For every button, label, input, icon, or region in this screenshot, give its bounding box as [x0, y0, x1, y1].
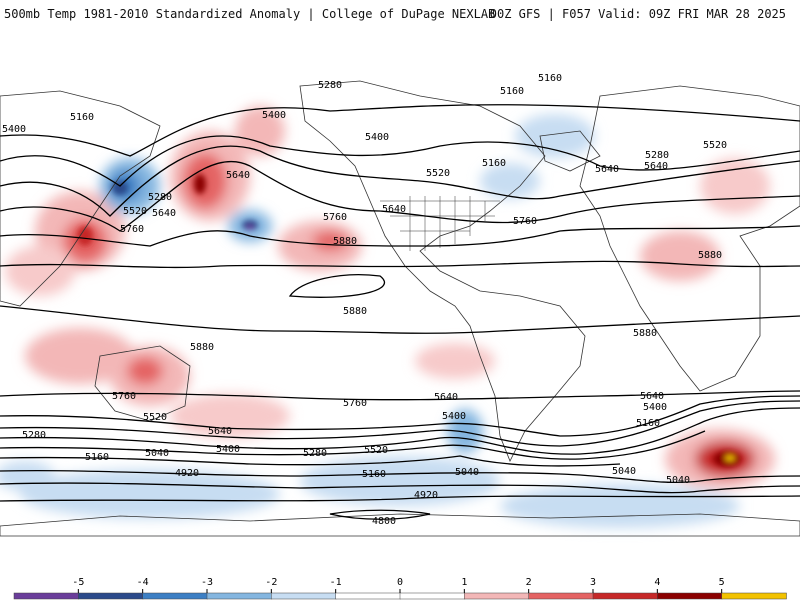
contour-label: 5040	[455, 467, 479, 478]
contour-label: 5280	[303, 448, 327, 459]
legend-swatch	[399, 592, 466, 600]
contour-label: 4920	[175, 468, 199, 479]
contour-label: 5880	[343, 306, 367, 317]
contour-label: 5400	[365, 132, 389, 143]
contour-label: 4800	[372, 516, 396, 527]
legend-swatch	[78, 592, 144, 600]
legend-ticks: -5 -4 -3 -2 -1 0 1 2 3 4 5	[72, 577, 725, 593]
height-contours	[0, 104, 800, 520]
contour-label: 5640	[382, 204, 406, 215]
contour-label: 5520	[364, 445, 388, 456]
legend-tick-label: -4	[137, 577, 149, 588]
legend-tick-label: -1	[330, 577, 342, 588]
legend-tick-label: 5	[719, 577, 725, 588]
legend-swatch	[335, 592, 401, 600]
legend-swatch	[592, 592, 659, 600]
contour-label: 5760	[120, 224, 144, 235]
legend-tick-label: 3	[590, 577, 596, 588]
contour-label: 5040	[145, 448, 169, 459]
contour-label: 5640	[434, 392, 458, 403]
contour-label: 5040	[612, 466, 636, 477]
contour-label: 5640	[226, 170, 250, 181]
contour-label: 5760	[513, 216, 537, 227]
legend-swatch	[657, 592, 723, 600]
contour-label: 5400	[442, 411, 466, 422]
legend-bar	[13, 592, 787, 600]
contour-label: 5520	[143, 412, 167, 423]
map-title: 500mb Temp 1981-2010 Standardized Anomal…	[4, 7, 496, 21]
legend-swatch	[142, 592, 208, 600]
contour-label: 5760	[112, 391, 136, 402]
contour-label: 5280	[22, 430, 46, 441]
contour-label: 5040	[666, 475, 690, 486]
contour-label: 5520	[426, 168, 450, 179]
contour-label: 5400	[216, 444, 240, 455]
model-run-info: 00Z GFS | F057 Valid: 09Z FRI MAR 28 202…	[489, 7, 786, 21]
contour-label: 5640	[640, 391, 664, 402]
anomaly-map: 5400 5160 5280 5160 5160 5400 5400 5280 …	[0, 36, 800, 558]
contour-label: 5160	[636, 418, 660, 429]
contour-label: 5400	[262, 110, 286, 121]
contour-label: 5160	[85, 452, 109, 463]
contour-label: 5880	[698, 250, 722, 261]
contour-label: 5160	[70, 112, 94, 123]
contour-label: 5160	[500, 86, 524, 97]
color-scale-legend: -5 -4 -3 -2 -1 0 1 2 3 4 5	[13, 577, 787, 600]
contour-label: 5280	[645, 150, 669, 161]
contour-label: 5520	[123, 206, 147, 217]
contour-label: 5640	[644, 161, 668, 172]
contour-label: 5880	[190, 342, 214, 353]
legend-swatch	[721, 592, 787, 600]
contour-label: 5520	[703, 140, 727, 151]
legend-tick-label: -2	[265, 577, 277, 588]
contour-label: 5160	[538, 73, 562, 84]
legend-tick-label: -5	[72, 577, 84, 588]
contour-label: 5280	[148, 192, 172, 203]
legend-swatch	[528, 592, 594, 600]
contour-label: 5640	[152, 208, 176, 219]
contour-label: 5760	[343, 398, 367, 409]
legend-tick-label: 1	[461, 577, 467, 588]
contour-label: 5760	[323, 212, 347, 223]
legend-swatch	[13, 592, 80, 600]
contour-label: 5160	[482, 158, 506, 169]
legend-tick-label: 4	[654, 577, 660, 588]
contour-label: 5400	[643, 402, 667, 413]
contour-label: 5400	[2, 124, 26, 135]
legend-swatch	[464, 592, 530, 600]
contour-labels: 5400 5160 5280 5160 5160 5400 5400 5280 …	[2, 73, 727, 527]
anomaly-cores	[77, 174, 741, 467]
legend-swatch	[206, 592, 273, 600]
contour-label: 5640	[208, 426, 232, 437]
legend-tick-label: -3	[201, 577, 213, 588]
legend-swatch	[271, 592, 337, 600]
legend-tick-label: 2	[526, 577, 532, 588]
contour-label: 4920	[414, 490, 438, 501]
contour-label: 5280	[318, 80, 342, 91]
contour-label: 5160	[362, 469, 386, 480]
contour-label: 5880	[633, 328, 657, 339]
contour-label: 5640	[595, 164, 619, 175]
contour-label: 5880	[333, 236, 357, 247]
header: 500mb Temp 1981-2010 Standardized Anomal…	[0, 0, 800, 30]
legend-tick-label: 0	[397, 577, 403, 588]
anomaly-shading	[0, 106, 775, 528]
